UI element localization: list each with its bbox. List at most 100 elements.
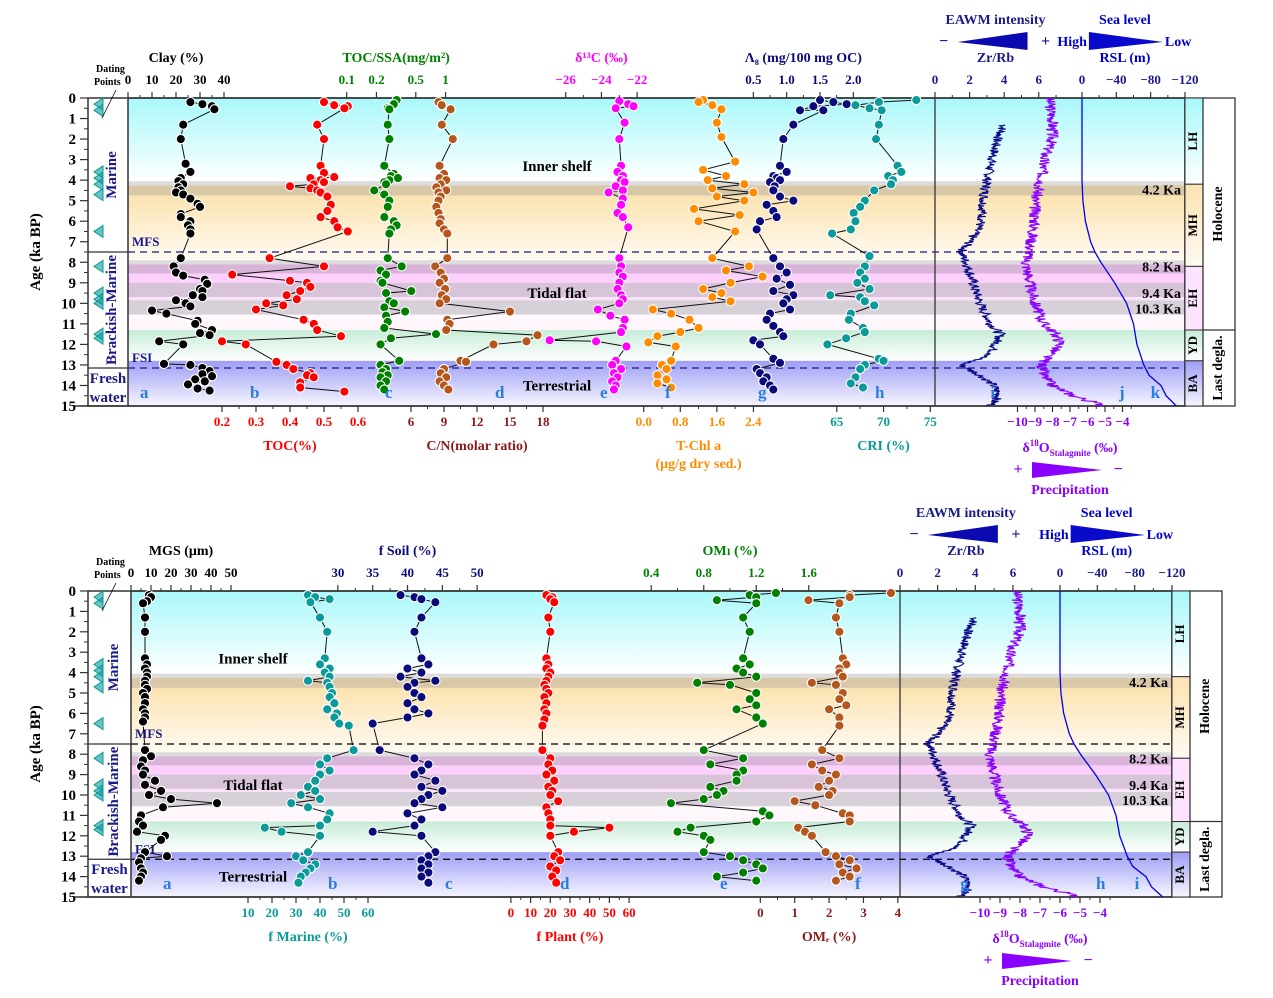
panel-letter: c [445,874,453,893]
data-point [504,306,516,317]
x-tick-label: 50 [338,905,351,920]
series-d: 6 9 12 15 18 C/N(molar ratio) d [408,96,550,454]
data-point [817,765,828,776]
data-point [845,378,856,389]
data-point [204,330,215,341]
data-point [367,718,378,729]
d18o-line [1020,97,1104,407]
data-point [180,158,191,169]
panel-letter: b [250,383,259,402]
data-point [329,698,340,709]
data-point [161,308,172,319]
data-point [314,793,326,805]
data-point [443,384,454,395]
x-axis-title: OMᵣ (%) [802,930,857,945]
low-label: Low [1147,528,1174,543]
data-point [822,339,833,350]
x-tick-label: −5 [1098,414,1112,429]
facies-label: Brackish-Marine [106,746,122,856]
data-point [329,100,340,111]
data-point [137,820,149,831]
data-point [402,808,413,819]
y-tick-label: 3 [69,645,77,661]
x-tick-label: 6 [1010,565,1017,580]
y-tick-label: 6 [69,214,77,230]
x-tick-label: 0.2 [214,414,230,429]
data-point [764,810,775,821]
data-point [698,793,709,805]
x-tick-label: −9 [993,905,1007,920]
panel-letter: h [875,383,885,402]
data-point [406,285,417,297]
band-82-top [131,752,1172,757]
data-point [423,708,434,719]
data-point [911,94,922,106]
band-late-holocene [128,98,1185,182]
series-d: 0 10 20 30 40 50 60 f Plant (%) d [508,589,636,945]
data-point [828,96,839,108]
data-point [545,789,556,801]
data-point [731,704,742,715]
x-axis-title: f Marine (%) [268,930,348,945]
data-point [430,675,441,686]
data-point [145,751,157,762]
data-point [810,800,821,811]
dating-label: Points [94,77,121,88]
data-point [729,226,741,237]
dating-point-icon [93,187,104,202]
data-point [543,612,554,623]
data-point [402,712,413,723]
wedge-icon [1032,462,1102,478]
data-point [384,133,395,145]
x-tick-label: −9 [1028,414,1042,429]
dating-point-icon [93,177,104,192]
x-tick-label: −26 [556,72,577,87]
sea-level-title: Sea level [1081,506,1133,521]
data-point [685,822,696,833]
data-point [834,720,845,731]
data-point [778,298,789,309]
data-point [852,277,863,288]
environment-label: Inner shelf [218,651,288,667]
x-tick-label: 6 [408,414,415,429]
data-point [711,191,723,202]
x-tick-label: 30 [185,565,198,580]
data-point [757,863,768,874]
data-point [817,744,828,756]
data-point [830,769,842,780]
data-point [199,376,210,387]
epoch-column [1202,97,1236,407]
data-point [395,589,406,601]
x-tick-label: 0 [1057,565,1064,580]
x-tick-label: 20 [544,905,557,920]
data-point [416,691,427,703]
panel-letter: g [960,874,969,893]
x-tick-label: 0 [125,72,132,87]
data-point [614,253,625,264]
panel-letter: j [1118,383,1125,402]
data-point [175,133,186,145]
data-point [870,133,882,145]
x-tick-label: 0.2 [368,72,384,87]
panel-letter: i [1135,874,1140,893]
data-point [876,105,887,116]
x-axis-unit: (μg/g dry sed.) [656,457,742,472]
event-label: 8.2 Ka [1129,752,1168,767]
data-point [342,226,353,237]
period-label: MH [1185,214,1200,236]
data-point [322,626,333,637]
data-point [416,653,427,664]
data-point [139,779,151,790]
data-point [744,659,755,670]
data-point [423,877,434,888]
x-tick-label: −10 [970,905,990,920]
dating-point-icon [93,103,104,118]
facies-label: water [91,881,128,897]
data-point [377,277,388,288]
y-tick-label: 15 [61,399,76,415]
data-point [768,320,779,332]
y-tick-label: 5 [69,686,77,702]
data-point [711,871,723,882]
y-tick-label: 13 [61,849,76,865]
x-tick-label: 0 [508,905,515,920]
